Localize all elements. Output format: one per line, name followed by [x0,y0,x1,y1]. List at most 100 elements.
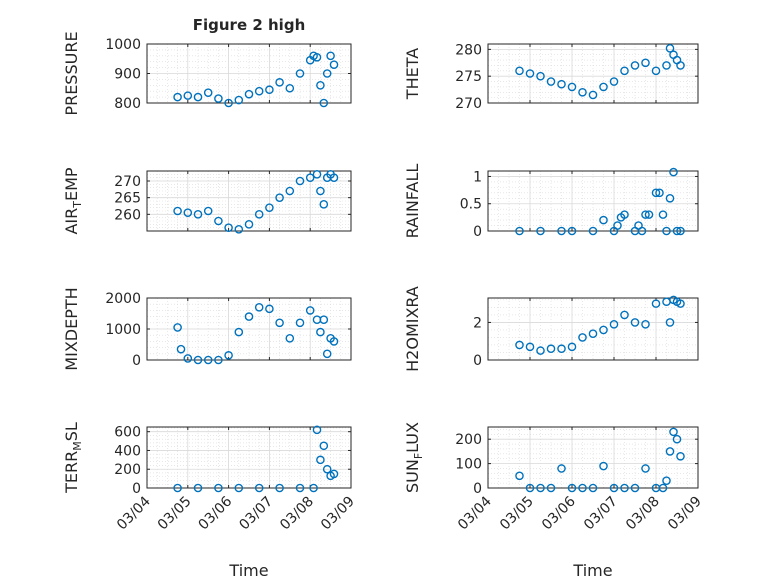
data-point [641,320,650,329]
chart-mixdepth: 0 1000 2000 MIXDEPTH [62,287,352,371]
data-point [254,86,264,96]
y-tick-label: 2 [473,315,482,331]
data-point [319,200,329,209]
axes-box [146,170,352,232]
data-point [620,310,629,320]
data-point [275,483,284,493]
data-point [641,210,650,219]
y-tick-label: 400 [114,443,141,459]
data-point [525,69,535,78]
data-point [588,483,598,493]
axes-box [487,43,699,104]
data-point [567,226,577,236]
data-point [578,87,587,97]
data-point [173,206,182,216]
y-tick-label: 1000 [105,37,141,53]
x-axis-label: Time [572,561,612,580]
y-tick-label: 0 [132,481,141,497]
data-point [285,186,295,196]
data-point [662,476,671,485]
y-tick-label: 280 [455,42,482,58]
data-point [557,344,566,354]
y-tick-label: 0.5 [460,197,482,213]
data-point [173,483,182,493]
data-point [193,355,203,365]
data-point [599,82,608,92]
y-tick-label: 1000 [105,322,141,338]
data-point [641,58,650,68]
data-point [183,91,193,100]
data-point [265,203,274,212]
data-point [557,226,566,236]
data-point [588,329,598,338]
data-point [285,83,295,93]
data-point [669,167,678,177]
data-point [546,483,556,493]
data-point [676,451,685,461]
data-point [234,225,244,234]
data-point [193,483,203,493]
data-point [295,483,305,493]
data-point [630,318,640,327]
y-tick-label: 0 [473,224,482,240]
data-point [515,340,524,350]
data-point [676,61,685,70]
data-point [672,434,682,444]
y-tick-label: 265 [114,191,141,207]
data-point [203,355,213,365]
data-point [620,66,629,76]
data-point [316,327,325,337]
data-point [536,71,545,81]
data-point [665,447,675,456]
x-axis-label: Time [228,561,268,580]
data-point [322,464,332,474]
data-point [651,299,661,308]
data-point [312,425,322,435]
data-point [620,210,629,219]
data-point [244,89,254,99]
data-point [319,98,329,108]
data-point [295,318,305,328]
data-point [599,215,608,225]
data-point [662,226,671,236]
data-point [672,226,682,236]
data-point [515,226,524,236]
data-point [305,173,315,182]
data-point [316,455,325,465]
y-axis-label: THETA [403,48,422,100]
data-point [319,441,329,451]
data-point [665,318,675,327]
data-point [676,299,685,308]
chart-rainfall: 0 0.5 1 RAINFALL [403,164,699,240]
data-point [578,483,587,493]
data-point [214,94,223,103]
data-point [224,98,233,108]
data-point [651,66,661,76]
y-tick-label: 200 [455,432,482,448]
data-point [329,60,339,69]
data-point [305,306,315,315]
y-tick-label: 270 [114,174,141,190]
y-tick-label: 0 [473,481,482,497]
data-point [515,66,524,76]
data-point [669,427,678,437]
data-point [637,226,647,236]
data-point [613,221,622,230]
data-point [599,461,608,471]
data-point [244,220,254,229]
data-point [214,355,223,365]
data-point [203,88,213,97]
data-point [665,43,675,53]
data-point [630,61,640,70]
y-axis-label: H2OMIXRA [403,286,422,372]
data-point [609,77,619,86]
data-point [183,208,193,217]
data-point [214,483,223,493]
data-point [275,78,284,87]
data-point [224,351,233,360]
data-point [609,320,619,329]
data-point [173,92,182,102]
data-point [588,90,598,100]
data-point [254,210,264,219]
data-point [254,483,264,493]
